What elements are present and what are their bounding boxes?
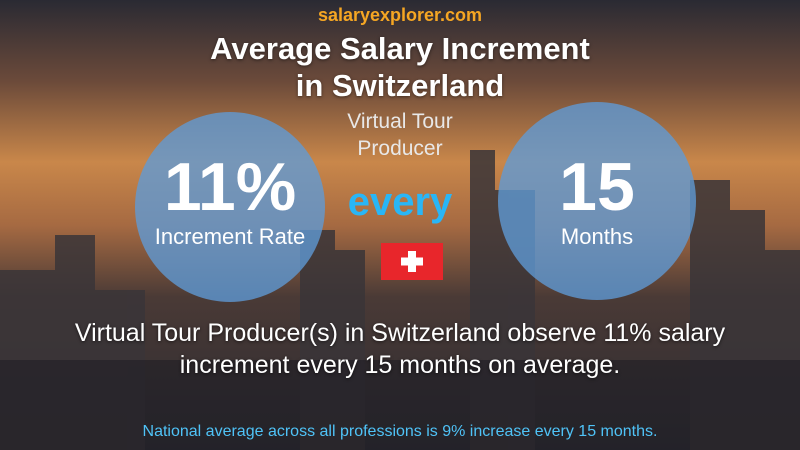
swiss-flag [381, 243, 443, 280]
description-line: increment every 15 months on average. [179, 351, 621, 379]
description: Virtual Tour Producer(s) in Switzerland … [0, 317, 800, 381]
increment-value: 11% [163, 149, 297, 225]
right-circle: 15 Months [498, 102, 696, 300]
subtitle: Virtual Tour Producer [0, 108, 800, 162]
subtitle-line: Producer [357, 137, 443, 160]
footer: National average across all professions … [142, 423, 658, 440]
connector: every [347, 180, 453, 224]
months-value: 15 [559, 149, 635, 225]
title-line: Average Salary Increment [210, 31, 590, 66]
brand: salaryexplorer.com [0, 5, 800, 26]
description-line: Virtual Tour Producer(s) in Switzerland … [74, 319, 726, 347]
subtitle-line: Virtual Tour [347, 110, 453, 133]
increment-label: Increment Rate [154, 224, 306, 249]
brand-part: salary [317, 5, 370, 25]
title-line: in Switzerland [295, 68, 505, 103]
title: Average Salary Increment in Switzerland [0, 30, 800, 104]
brand-part: explorer.com [370, 5, 483, 25]
months-label: Months [560, 224, 634, 249]
left-circle: 11% Increment Rate [135, 112, 325, 302]
